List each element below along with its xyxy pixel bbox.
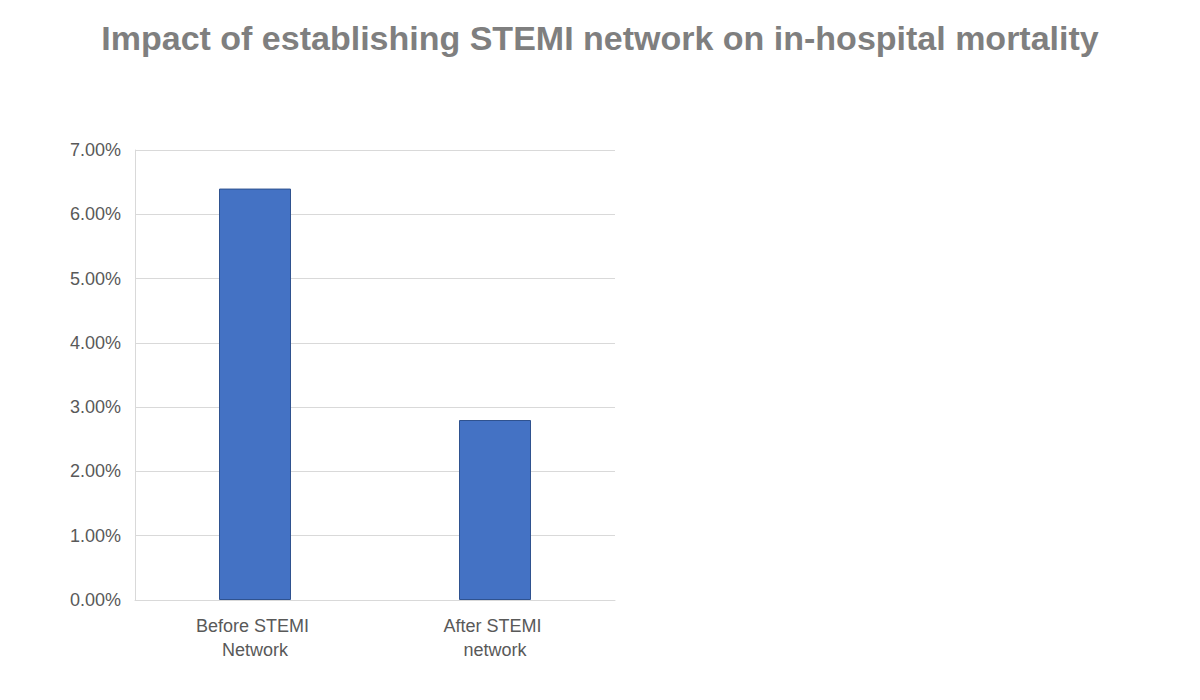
svg-text:After STEMI: After STEMI bbox=[443, 616, 546, 636]
svg-text:4.00%: 4.00% bbox=[70, 333, 121, 353]
svg-text:Network: Network bbox=[222, 640, 289, 660]
svg-text:7.00%: 7.00% bbox=[70, 140, 121, 160]
svg-text:6.00%: 6.00% bbox=[70, 204, 121, 224]
svg-text:0.00%: 0.00% bbox=[70, 590, 121, 610]
svg-text:3.00%: 3.00% bbox=[70, 397, 121, 417]
svg-text:2.00%: 2.00% bbox=[70, 461, 121, 481]
svg-text:network: network bbox=[463, 640, 527, 660]
svg-text:Before STEMI: Before STEMI bbox=[196, 616, 314, 636]
svg-text:Impact of establishing STEMI n: Impact of establishing STEMI network on … bbox=[101, 19, 1099, 57]
svg-text:5.00%: 5.00% bbox=[70, 269, 121, 289]
svg-text:1.00%: 1.00% bbox=[70, 526, 121, 546]
